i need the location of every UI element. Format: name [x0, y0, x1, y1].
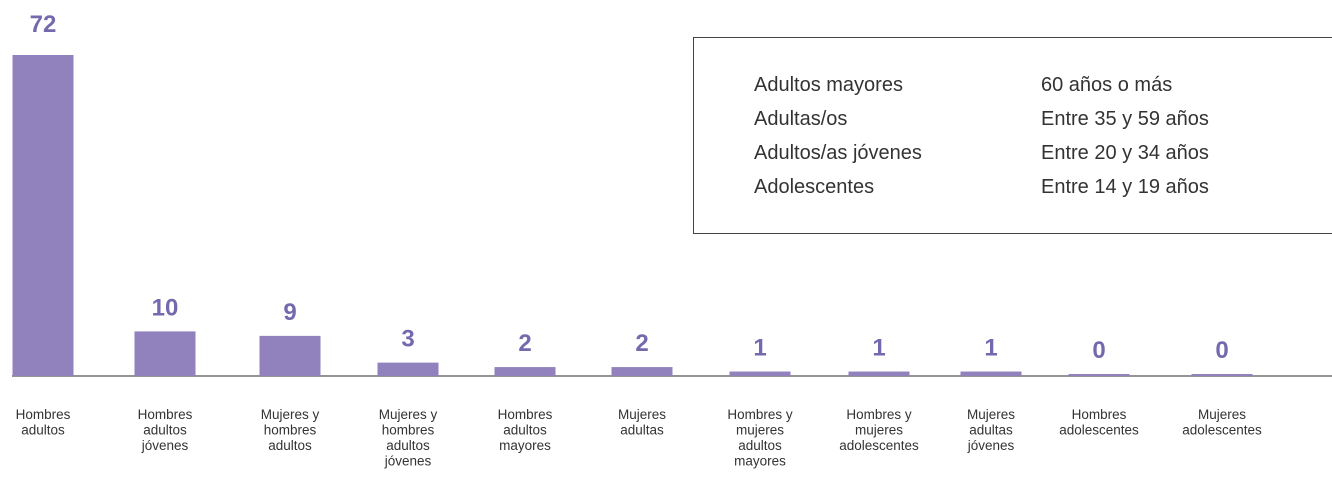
data-label: 72: [30, 11, 57, 38]
category-label: Hombres adultos jóvenes: [138, 407, 193, 453]
category-label: Mujeres y hombres adultos: [261, 407, 320, 453]
category-label: Hombres y mujeres adolescentes: [839, 407, 919, 453]
category-label: Hombres adultos: [16, 407, 71, 438]
age-legend-box: Adultos mayores 60 años o más Adultas/os…: [693, 37, 1332, 234]
data-label: 1: [753, 335, 766, 362]
category-label: Hombres adultos mayores: [498, 407, 553, 453]
legend-range: 60 años o más: [1041, 74, 1173, 96]
bar: [1068, 374, 1130, 376]
legend-range: Entre 14 y 19 años: [1041, 176, 1209, 198]
bar: [12, 55, 74, 376]
legend-name: Adultos/as jóvenes: [754, 142, 922, 164]
data-label: 0: [1092, 337, 1105, 364]
data-label: 2: [518, 330, 531, 357]
data-label: 9: [283, 299, 296, 326]
data-label: 1: [984, 335, 997, 362]
data-label: 2: [635, 330, 648, 357]
category-label: Mujeres adultas jóvenes: [967, 407, 1016, 453]
legend-range: Entre 20 y 34 años: [1041, 142, 1209, 164]
category-label: Hombres adolescentes: [1059, 407, 1139, 438]
data-label: 0: [1215, 337, 1228, 364]
data-label: 1: [872, 335, 885, 362]
bar: [134, 331, 196, 376]
category-label: Hombres y mujeres adultos mayores: [727, 407, 793, 469]
data-label: 3: [401, 326, 414, 353]
category-label: Mujeres y hombres adultos jóvenes: [379, 407, 438, 469]
legend-name: Adolescentes: [754, 176, 875, 198]
bar: [848, 371, 910, 376]
legend-name: Adultas/os: [754, 108, 848, 130]
category-label: Mujeres adultas: [618, 407, 666, 438]
bar: [259, 335, 321, 376]
data-label: 10: [152, 294, 179, 321]
legend-range: Entre 35 y 59 años: [1041, 108, 1209, 130]
bar: [611, 367, 673, 376]
category-label: Mujeres adolescentes: [1182, 407, 1262, 438]
bar: [377, 362, 439, 376]
bar: [1191, 374, 1253, 376]
legend-name: Adultos mayores: [754, 74, 903, 96]
bar: [960, 371, 1022, 376]
bar: [494, 367, 556, 376]
bar: [729, 371, 791, 376]
